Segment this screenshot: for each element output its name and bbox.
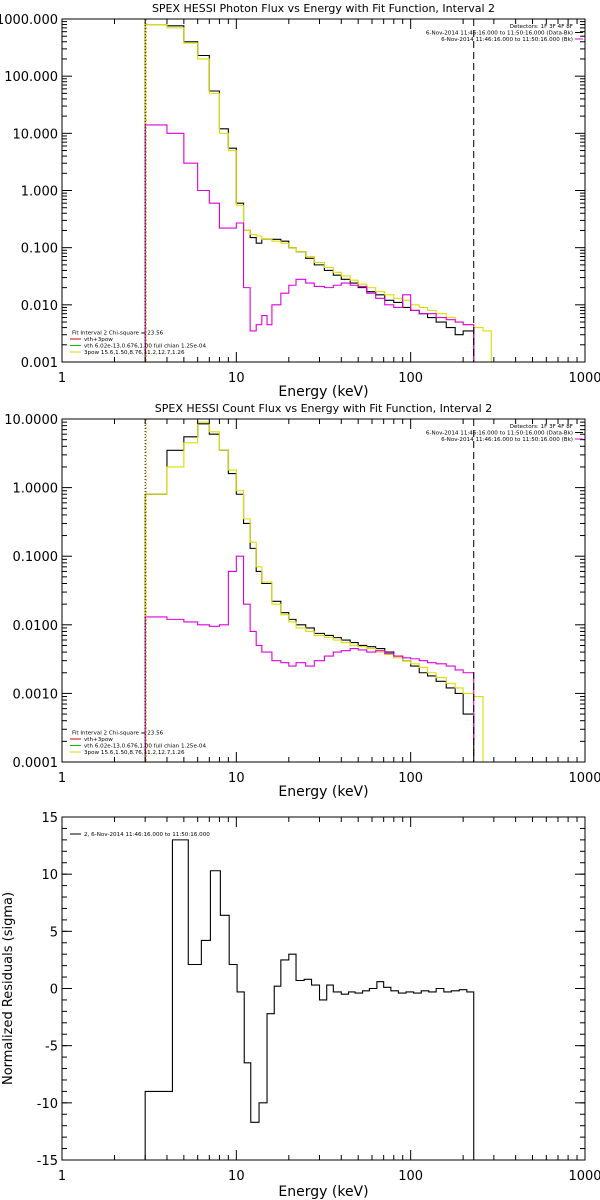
x-tick-label: 10 — [228, 771, 245, 786]
series-1-line — [144, 23, 492, 362]
legend-right-text: Detectors: 1F 3F 4F 8F — [510, 24, 573, 30]
x-tick-label: 1 — [58, 1169, 66, 1184]
chart-title: SPEX HESSI Count Flux vs Energy with Fit… — [155, 402, 492, 415]
legend-right-text: 6-Nov-2014 11:46:16.000 to 11:50:16.000 … — [441, 37, 573, 43]
y-axis-label: Normalized Residuals (sigma) — [1, 892, 16, 1085]
x-tick-label: 10 — [228, 371, 245, 386]
x-tick-label: 1000 — [568, 371, 600, 386]
y-tick-label: 10 — [41, 868, 58, 883]
legend-right-text: Detectors: 1F 3F 4F 8F — [510, 424, 573, 430]
legend-left-text: 3pow 15.6,1.50,8.76,11.2,12.7,1.26 — [84, 350, 185, 356]
series-1-line — [144, 421, 492, 762]
x-axis-label: Energy (keV) — [278, 784, 368, 800]
series-0-line — [144, 423, 475, 762]
y-tick-label: 100.000 — [4, 70, 58, 85]
legend-right-text: 6-Nov-2014 11:46:16.000 to 11:50:16.000 … — [426, 431, 573, 437]
legend-left-text: Fit Interval 2 Chi-square = 23.56 — [72, 331, 164, 337]
y-tick-label: 1.0000 — [13, 482, 59, 497]
residuals-panel: 1 10 100 1000 -15 -10 -5 0 5 10 15 Energy (keV) Norm… — [1, 811, 600, 1200]
legend-left-text: 3pow 15.6,1.50,8.76,11.2,12.7,1.26 — [84, 750, 185, 756]
series-0-line — [144, 839, 475, 1160]
x-tick-label: 1000 — [568, 1169, 600, 1184]
y-tick-label: 0.0010 — [13, 687, 59, 702]
y-tick-label: 0.001 — [21, 356, 58, 371]
y-tick-label: 0.0100 — [13, 619, 59, 634]
plot-frame — [61, 816, 586, 1161]
x-tick-label: 100 — [398, 771, 423, 786]
series-2-line — [144, 555, 475, 762]
y-tick-label: -15 — [37, 1154, 58, 1169]
legend-right-text: 6-Nov-2014 11:46:16.000 to 11:50:16.000 … — [426, 31, 573, 37]
y-tick-label: 0.100 — [21, 242, 58, 257]
y-tick-label: 5 — [50, 925, 58, 940]
chart-title: SPEX HESSI Photon Flux vs Energy with Fi… — [152, 2, 495, 15]
y-tick-label: 10.000 — [13, 127, 59, 142]
x-tick-label: 100 — [398, 1169, 423, 1184]
photon-flux-panel: SPEX HESSI Photon Flux vs Energy with Fi… — [0, 2, 600, 400]
legend-right-text: 6-Nov-2014 11:46:16.000 to 11:50:16.000 … — [441, 437, 573, 443]
legend-left-text: vth 6.02e-13,0.676,1.00 full chian 1.25e… — [84, 344, 206, 350]
legend-left-text: vth 6.02e-13,0.676,1.00 full chian 1.25e… — [84, 744, 206, 750]
plot-frame — [61, 418, 586, 763]
legend-left-text: Fit Interval 2 Chi-square = 23.56 — [72, 731, 164, 737]
x-tick-label: 10 — [228, 1169, 245, 1184]
y-tick-label: 15 — [41, 811, 58, 826]
legend-left-text: vth+3pow — [84, 337, 113, 343]
y-tick-label: 10.0000 — [4, 413, 58, 428]
plot-frame — [61, 18, 586, 363]
count-flux-panel: SPEX HESSI Count Flux vs Energy with Fit… — [4, 402, 600, 800]
y-tick-label: 0 — [50, 983, 58, 998]
x-tick-label: 1000 — [568, 771, 600, 786]
x-axis-label: Energy (keV) — [278, 1184, 368, 1200]
legend-left-text: 2, 6-Nov-2014 11:46:16.000 to 11:50:16.0… — [84, 832, 210, 838]
x-tick-label: 100 — [398, 371, 423, 386]
legend-left-text: vth+3pow — [84, 737, 113, 743]
y-tick-label: 0.0001 — [13, 756, 59, 771]
x-tick-label: 1 — [58, 371, 66, 386]
y-tick-label: -5 — [45, 1040, 58, 1055]
x-tick-label: 1 — [58, 771, 66, 786]
series-0-line — [144, 23, 475, 362]
y-tick-label: 0.010 — [21, 299, 58, 314]
series-2-line — [144, 124, 475, 362]
y-tick-label: 1000.000 — [0, 13, 58, 28]
y-tick-label: 0.1000 — [13, 550, 59, 565]
x-axis-label: Energy (keV) — [278, 384, 368, 400]
y-tick-label: 1.000 — [21, 185, 58, 200]
y-tick-label: -10 — [37, 1097, 58, 1112]
